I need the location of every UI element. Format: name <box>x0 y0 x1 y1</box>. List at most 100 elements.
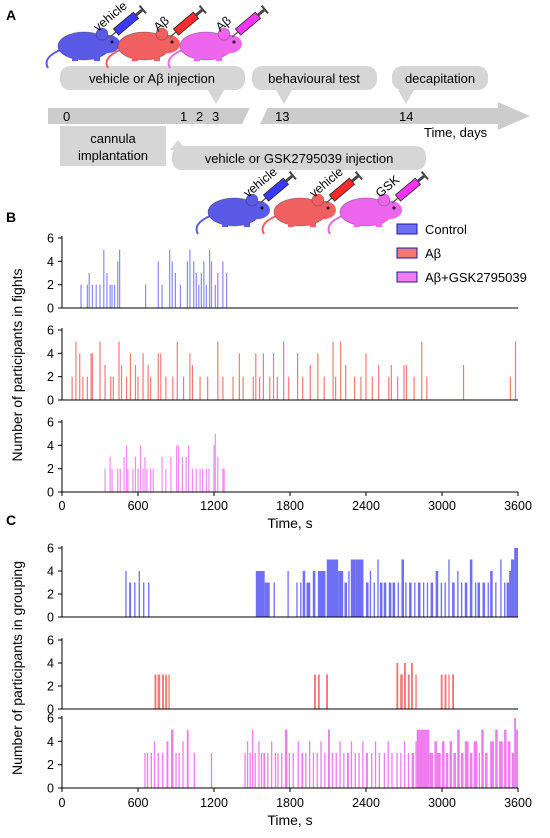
interval-bar <box>162 674 164 709</box>
interval-bar <box>464 582 468 617</box>
interval-bar <box>504 582 506 617</box>
syringe-needle <box>325 197 333 204</box>
interval-bar <box>495 729 498 788</box>
top-label-decapitation: decapitation <box>405 71 475 86</box>
interval-bar <box>134 582 136 617</box>
interval-bar <box>396 753 398 788</box>
x-tick-label: 600 <box>128 796 149 810</box>
interval-bar <box>244 753 246 788</box>
y-tick-label: 2 <box>47 370 54 384</box>
interval-bar <box>392 582 396 617</box>
syringe-grip <box>420 171 429 180</box>
interval-bar <box>350 741 353 788</box>
legend-label: Aβ+GSK2795039 <box>425 270 527 285</box>
interval-bar <box>410 663 413 709</box>
mouse-foot <box>222 223 228 227</box>
bottom-label-cannula: cannula <box>90 131 136 146</box>
mouse-icon: Aβ <box>167 5 269 69</box>
interval-bar <box>348 571 350 617</box>
y-tick-label: 6 <box>47 542 54 556</box>
interval-bar <box>452 582 455 617</box>
interval-bar <box>490 741 494 788</box>
interval-bar <box>326 674 328 709</box>
y-tick-label: 0 <box>47 394 54 408</box>
interval-bar <box>487 582 489 617</box>
interval-bar <box>168 674 170 709</box>
interval-bar <box>387 741 389 788</box>
interval-bar <box>153 741 156 788</box>
interval-bar <box>404 663 406 709</box>
interval-bar <box>317 571 326 617</box>
x-axis-title: Time, s <box>267 515 312 531</box>
mouse-label: Aβ <box>213 14 234 35</box>
interval-bar <box>499 741 503 788</box>
interval-bar <box>355 559 364 617</box>
mouse-icon: vehicle <box>45 0 147 69</box>
interval-bar <box>400 753 402 788</box>
axis-break <box>241 106 269 126</box>
y-tick-label: 6 <box>47 416 54 430</box>
interval-bar <box>430 582 434 617</box>
mouse-tail <box>45 49 61 69</box>
x-tick-label: 600 <box>128 499 149 513</box>
y-axis-title: Number of participants in fights <box>9 269 25 462</box>
interval-bar <box>409 582 412 617</box>
interval-bar <box>165 674 168 709</box>
interval-bar <box>175 753 177 788</box>
interval-bar <box>449 741 453 788</box>
y-axis-title: Number of participants in grouping <box>9 561 25 775</box>
interval-bar <box>284 729 288 788</box>
label-pointer <box>276 90 292 104</box>
interval-bar <box>495 582 497 617</box>
interval-bar <box>254 753 256 788</box>
interval-bar <box>369 571 372 617</box>
mouse-ear <box>155 27 169 41</box>
x-tick-label: 1800 <box>276 796 304 810</box>
legend-swatch <box>396 247 418 259</box>
interval-bar <box>469 753 473 788</box>
mouse-foot <box>376 223 382 227</box>
syringe-icon <box>231 5 269 38</box>
interval-bar <box>417 582 421 617</box>
interval-bar <box>429 753 434 788</box>
interval-bar <box>469 559 473 617</box>
interval-bar <box>144 753 146 788</box>
interval-bar <box>350 559 356 617</box>
interval-bar <box>339 741 341 788</box>
y-tick-label: 4 <box>47 657 54 671</box>
y-tick-label: 4 <box>47 439 54 453</box>
interval-bar <box>490 571 493 617</box>
interval-bar <box>182 741 184 788</box>
x-tick-label: 3600 <box>504 796 532 810</box>
y-tick-label: 2 <box>47 680 54 694</box>
interval-bar <box>481 729 484 788</box>
mouse-foot <box>216 57 222 61</box>
mouse-foot <box>132 57 138 61</box>
interval-bar <box>411 753 415 788</box>
y-tick-label: 2 <box>47 758 54 772</box>
interval-bar <box>296 582 298 617</box>
interval-bar <box>477 582 480 617</box>
x-tick-label: 0 <box>59 796 66 810</box>
mouse-foot <box>244 223 250 227</box>
syringe-barrel <box>328 177 356 202</box>
top-label-injection: vehicle or Aβ injection <box>89 71 215 86</box>
interval-bar <box>509 571 512 617</box>
interval-bar <box>448 559 450 617</box>
interval-bar <box>338 571 344 617</box>
interval-bar <box>374 741 377 788</box>
x-tick-label: 2400 <box>352 796 380 810</box>
syringe-icon <box>325 171 363 204</box>
interval-bar <box>297 741 299 788</box>
x-tick-label: 3000 <box>428 796 456 810</box>
syringe-needle <box>231 31 239 38</box>
x-tick-label: 3000 <box>428 499 456 513</box>
interval-bar <box>274 753 277 788</box>
syringe-barrel <box>262 177 290 202</box>
interval-bar <box>170 729 174 788</box>
interval-bar <box>138 571 140 617</box>
label-pointer <box>208 90 224 104</box>
interval-bar <box>511 559 515 617</box>
